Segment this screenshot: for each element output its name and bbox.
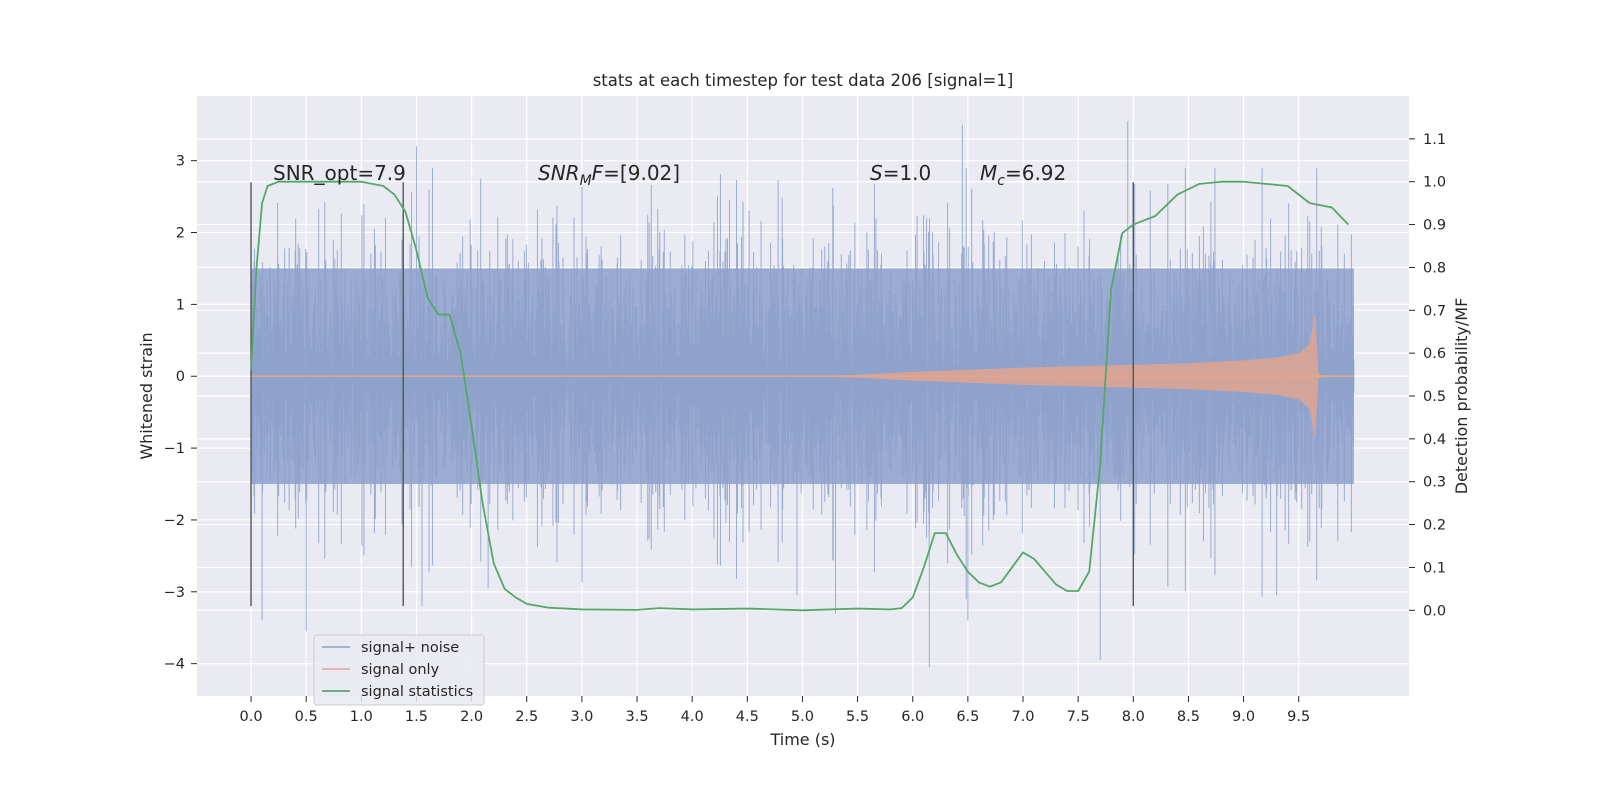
y-tick-label-right: 0.2 <box>1423 518 1446 534</box>
s-label: S <box>870 161 883 185</box>
annotation-snr-opt: SNR_opt=7.9 <box>273 161 406 185</box>
series-signal-statistics <box>250 180 1349 612</box>
y-tick-label-right: 0.4 <box>1423 432 1446 448</box>
x-tick-label: 9.5 <box>1287 709 1310 725</box>
y-axis-label-right: Detection probability/MF <box>1452 298 1471 495</box>
y-tick-label-left: −4 <box>164 657 185 673</box>
y-tick-label-right: 0.9 <box>1423 218 1446 234</box>
legend-label-signal-only: signal only <box>361 662 440 678</box>
x-tick-label: 0.0 <box>240 709 263 725</box>
legend-label-signal-noise: signal+ noise <box>361 640 459 656</box>
x-tick-label: 1.5 <box>405 709 428 725</box>
x-tick-label: 9.0 <box>1232 709 1255 725</box>
x-ticks: 0.0 0.5 1.0 1.5 2.0 2.5 3.0 3.5 4.0 4.5 5.0 5.5 6.0 6… <box>240 696 1310 725</box>
y-tick-label-left: 3 <box>176 154 185 170</box>
legend-box <box>313 634 485 706</box>
snr-mf-sub: M <box>580 173 592 189</box>
y-tick-label-right: 0.5 <box>1423 389 1446 405</box>
legend-label-signal-statistics: signal statistics <box>361 684 473 700</box>
y-ticks-right: 1.1 1.0 0.9 0.8 0.7 0.6 0.5 0.4 0.3 0.2 0.1 0.0 <box>1409 132 1446 619</box>
statistics-line <box>250 180 1349 612</box>
x-tick-label: 7.0 <box>1011 709 1034 725</box>
y-tick-label-left: 2 <box>176 226 185 242</box>
x-tick-label: 3.5 <box>625 709 648 725</box>
y-tick-label-right: 1.1 <box>1423 132 1446 148</box>
annotation-s: S=1.0 <box>870 161 931 185</box>
y-tick-label-left: 1 <box>176 297 185 313</box>
mc-value: =6.92 <box>1005 161 1066 185</box>
y-tick-label-right: 0.3 <box>1423 475 1446 491</box>
snr-mf-label: SNR <box>538 161 580 185</box>
y-tick-label-right: 0.6 <box>1423 346 1446 362</box>
x-tick-label: 8.5 <box>1177 709 1200 725</box>
annotation-snr-mf: SNRMF=[9.02] <box>538 161 680 189</box>
chart-title: stats at each timestep for test data 206… <box>593 71 1014 90</box>
y-tick-label-right: 1.0 <box>1423 175 1446 191</box>
legend: signal+ noise signal only signal statist… <box>313 634 485 706</box>
x-tick-label: 3.0 <box>570 709 593 725</box>
mc-sub: c <box>997 173 1005 189</box>
x-tick-label: 8.0 <box>1122 709 1145 725</box>
mc-label: M <box>980 161 997 185</box>
s-value: =1.0 <box>883 161 932 185</box>
x-tick-label: 5.5 <box>846 709 869 725</box>
y-tick-label-right: 0.7 <box>1423 303 1446 319</box>
y-tick-label-left: −2 <box>164 513 185 529</box>
x-tick-label: 1.0 <box>350 709 373 725</box>
x-tick-label: 7.5 <box>1067 709 1090 725</box>
y-tick-label-right: 0.8 <box>1423 260 1446 276</box>
y-ticks-left: 3 2 1 0 −1 −2 −3 −4 <box>164 154 197 673</box>
y-tick-label-left: 0 <box>176 369 185 385</box>
y-tick-label-left: −3 <box>164 585 185 601</box>
y-axis-label-left: Whitened strain <box>137 332 156 459</box>
x-tick-label: 5.0 <box>791 709 814 725</box>
x-axis-label: Time (s) <box>769 730 835 749</box>
x-tick-label: 0.5 <box>295 709 318 725</box>
annotation-mc: Mc=6.92 <box>980 161 1066 189</box>
vertical-markers <box>250 182 1134 607</box>
x-tick-label: 4.5 <box>736 709 759 725</box>
y-tick-label-right: 0.0 <box>1423 603 1446 619</box>
x-tick-label: 2.5 <box>515 709 538 725</box>
y-tick-label-left: −1 <box>164 441 185 457</box>
y-tick-label-right: 0.1 <box>1423 560 1446 576</box>
snr-mf-value: =[9.02] <box>603 161 680 185</box>
x-tick-label: 6.0 <box>901 709 924 725</box>
x-tick-label: 4.0 <box>681 709 704 725</box>
x-tick-label: 6.5 <box>956 709 979 725</box>
snr-mf-italic: F <box>592 161 604 185</box>
x-tick-label: 2.0 <box>460 709 483 725</box>
